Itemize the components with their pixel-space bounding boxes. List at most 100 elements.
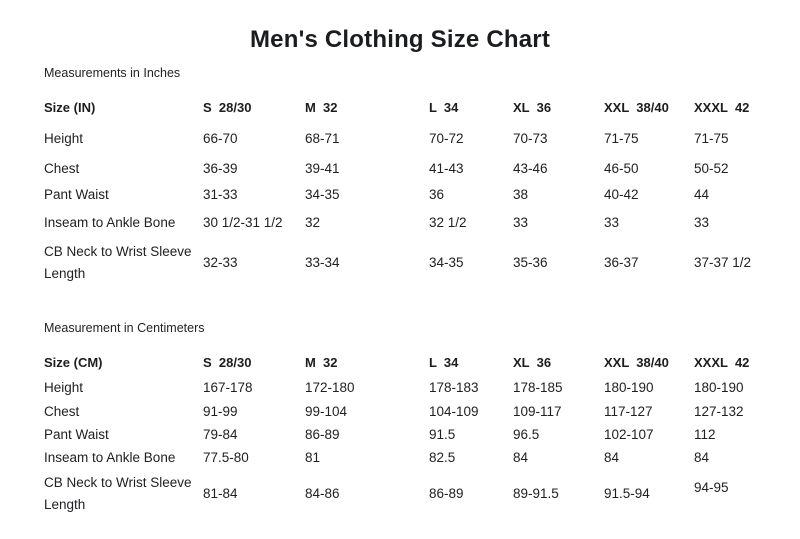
- cell: 32 1/2: [429, 214, 467, 230]
- cell: 178-185: [513, 380, 563, 396]
- cell: 43-46: [513, 160, 548, 176]
- cell: 99-104: [305, 403, 348, 419]
- row-label: Chest: [44, 160, 80, 176]
- cell: 109-117: [513, 403, 562, 419]
- inches-header-l: L 34: [429, 100, 459, 116]
- cm-section-label: Measurement in Centimeters: [44, 321, 205, 335]
- cell: 91-99: [203, 403, 238, 419]
- row-label: CB Neck to Wrist Sleeve Length: [44, 244, 192, 281]
- inches-header-xxl: XXL 38/40: [604, 100, 669, 116]
- cm-header-xxl: XXL 38/40: [604, 354, 669, 370]
- cell: 84: [513, 450, 529, 466]
- cell: 41-43: [429, 160, 464, 176]
- cell: 91.5-94: [604, 486, 650, 502]
- cell: 81: [305, 450, 321, 466]
- cell: 68-71: [305, 130, 340, 146]
- cell: 86-89: [305, 426, 340, 442]
- cell: 38: [513, 187, 529, 203]
- cell: 33: [513, 214, 529, 230]
- table-row-pant-waist-cm: Pant Waist 79-84 86-89 91.5 96.5 102-107…: [44, 423, 756, 446]
- table-row-inseam-cm: Inseam to Ankle Bone 77.5-80 81 82.5 84 …: [44, 446, 756, 470]
- cell: 50-52: [694, 160, 729, 176]
- table-row-chest-in: Chest 36-39 39-41 41-43 43-46 46-50 50-5…: [44, 154, 756, 183]
- inches-header-m: M 32: [305, 100, 338, 116]
- row-label: Pant Waist: [44, 187, 109, 203]
- cell: 112: [694, 426, 716, 442]
- cm-header-s: S 28/30: [203, 354, 252, 370]
- cell-raised-value: 94-95: [694, 480, 729, 496]
- inches-header-row: Size (IN) S 28/30 M 32 L 34 XL 36 XXL 38…: [44, 94, 756, 123]
- cell: 33-34: [305, 255, 340, 271]
- table-row-cb-neck-cm: CB Neck to Wrist Sleeve Length 81-84 84-…: [44, 470, 756, 518]
- cell: 37-37 1/2: [694, 255, 752, 271]
- cell: 34-35: [429, 255, 464, 271]
- cell: 39-41: [305, 160, 340, 176]
- table-row-inseam-in: Inseam to Ankle Bone 30 1/2-31 1/2 32 32…: [44, 207, 756, 238]
- row-label: Height: [44, 380, 84, 396]
- cell: 33: [604, 214, 620, 230]
- inches-section-label: Measurements in Inches: [44, 66, 181, 80]
- cell: 96.5: [513, 426, 540, 442]
- cell: 180-190: [694, 380, 744, 396]
- cell: 32: [305, 214, 321, 230]
- row-label: CB Neck to Wrist Sleeve Length: [44, 475, 192, 512]
- cell: 91.5: [429, 426, 456, 442]
- cell: 117-127: [604, 403, 653, 419]
- table-row-pant-waist-in: Pant Waist 31-33 34-35 36 38 40-42 44: [44, 183, 756, 207]
- cell: 71-75: [604, 130, 639, 146]
- cm-header-row: Size (CM) S 28/30 M 32 L 34 XL 36 XXL 38…: [44, 350, 756, 376]
- cell: 32-33: [203, 255, 238, 271]
- cell: 36-37: [604, 255, 639, 271]
- inches-header-size: Size (IN): [44, 100, 96, 116]
- cm-header-l: L 34: [429, 354, 459, 370]
- row-label: Inseam to Ankle Bone: [44, 450, 176, 466]
- cell: 127-132: [694, 403, 744, 419]
- cell: 104-109: [429, 403, 479, 419]
- cell: 79-84: [203, 426, 238, 442]
- cell: 70-72: [429, 130, 464, 146]
- cell: 178-183: [429, 380, 479, 396]
- table-row-height-cm: Height 167-178 172-180 178-183 178-185 1…: [44, 376, 756, 400]
- cm-header-size: Size (CM): [44, 354, 103, 370]
- cm-header-m: M 32: [305, 354, 338, 370]
- row-label: Inseam to Ankle Bone: [44, 214, 176, 230]
- row-label: Pant Waist: [44, 426, 109, 442]
- cell: 66-70: [203, 130, 238, 146]
- cell: 31-33: [203, 187, 238, 203]
- inches-header-s: S 28/30: [203, 100, 252, 116]
- cell: 36: [429, 187, 445, 203]
- cm-size-table: Size (CM) S 28/30 M 32 L 34 XL 36 XXL 38…: [44, 350, 756, 518]
- inches-header-xl: XL 36: [513, 100, 552, 116]
- row-label: Chest: [44, 403, 80, 419]
- inches-header-xxxl: XXXL 42: [694, 100, 750, 116]
- cell: 89-91.5: [513, 486, 559, 502]
- table-row-height-in: Height 66-70 68-71 70-72 70-73 71-75 71-…: [44, 123, 756, 154]
- cell: 172-180: [305, 380, 355, 396]
- cell: 33: [694, 214, 710, 230]
- cm-header-xl: XL 36: [513, 354, 552, 370]
- page-title: Men's Clothing Size Chart: [249, 26, 551, 54]
- inches-size-table: Size (IN) S 28/30 M 32 L 34 XL 36 XXL 38…: [44, 94, 756, 288]
- table-row-chest-cm: Chest 91-99 99-104 104-109 109-117 117-1…: [44, 400, 756, 423]
- cell: 82.5: [429, 450, 456, 466]
- cell: 30 1/2-31 1/2: [203, 214, 283, 230]
- cell: 35-36: [513, 255, 548, 271]
- cell: 180-190: [604, 380, 654, 396]
- cell: 84: [604, 450, 620, 466]
- cell: 36-39: [203, 160, 238, 176]
- cell: 44: [694, 187, 710, 203]
- cell: 70-73: [513, 130, 548, 146]
- cell: 167-178: [203, 380, 253, 396]
- row-label: Height: [44, 130, 84, 146]
- cm-header-xxxl: XXXL 42: [694, 354, 750, 370]
- cell: 34-35: [305, 187, 340, 203]
- cell: 102-107: [604, 426, 654, 442]
- cell: 84-86: [305, 486, 340, 502]
- cell: 77.5-80: [203, 450, 249, 466]
- cell: 84: [694, 450, 710, 466]
- cell: 71-75: [694, 130, 729, 146]
- cell: 46-50: [604, 160, 639, 176]
- cell: 81-84: [203, 486, 238, 502]
- table-row-cb-neck-in: CB Neck to Wrist Sleeve Length 32-33 33-…: [44, 238, 756, 288]
